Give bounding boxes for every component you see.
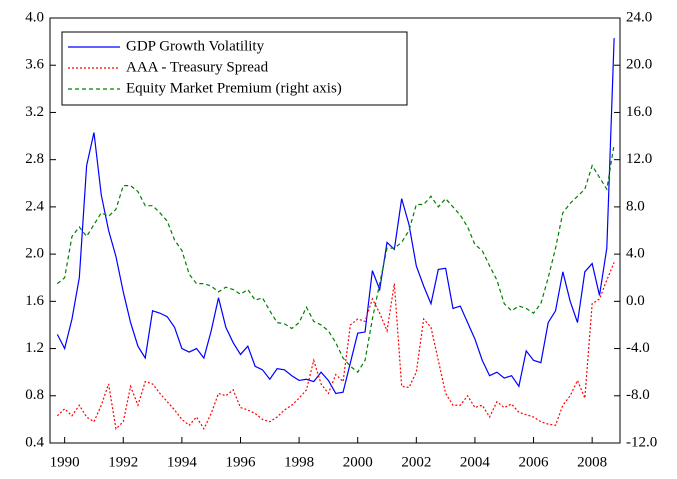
legend-label: Equity Market Premium (right axis): [126, 80, 342, 96]
x-tick-label: 1994: [167, 454, 198, 470]
y2-tick-label: 4.0: [626, 246, 645, 262]
y2-tick-label: 20.0: [626, 57, 652, 73]
x-tick-label: 1996: [225, 454, 256, 470]
y-tick-label: 4.0: [25, 9, 44, 25]
legend-label: GDP Growth Volatility: [126, 38, 265, 54]
x-tick-label: 2002: [401, 454, 431, 470]
x-tick-label: 2006: [519, 454, 550, 470]
y2-tick-label: 8.0: [626, 198, 645, 214]
x-tick-label: 2004: [460, 454, 491, 470]
y-tick-label: 1.2: [25, 340, 44, 356]
y-tick-label: 0.4: [25, 434, 44, 450]
y2-tick-label: -12.0: [626, 434, 657, 450]
y2-tick-label: 12.0: [626, 151, 652, 167]
y2-tick-label: -8.0: [626, 387, 650, 403]
y2-tick-label: 0.0: [626, 293, 645, 309]
x-tick-label: 1990: [50, 454, 80, 470]
x-tick-label: 2000: [343, 454, 373, 470]
y-tick-label: 3.6: [25, 57, 44, 73]
legend-label: AAA - Treasury Spread: [126, 59, 269, 75]
legend-box: [61, 31, 408, 106]
x-tick-label: 1992: [108, 454, 138, 470]
y-tick-label: 1.6: [25, 293, 44, 309]
y2-tick-label: -4.0: [626, 340, 650, 356]
series-line: [56, 144, 615, 374]
x-tick-label: 2008: [577, 454, 607, 470]
series-line: [56, 38, 615, 395]
y2-tick-label: 16.0: [626, 104, 652, 120]
y2-tick-label: 24.0: [626, 9, 652, 25]
y-tick-label: 2.0: [25, 246, 44, 262]
y-tick-label: 0.8: [25, 387, 44, 403]
plot-frame: [49, 17, 621, 444]
y-tick-label: 3.2: [25, 104, 44, 120]
x-tick-label: 1998: [284, 454, 314, 470]
y-tick-label: 2.4: [25, 198, 44, 214]
y-tick-label: 2.8: [25, 151, 44, 167]
series-line: [56, 262, 615, 431]
